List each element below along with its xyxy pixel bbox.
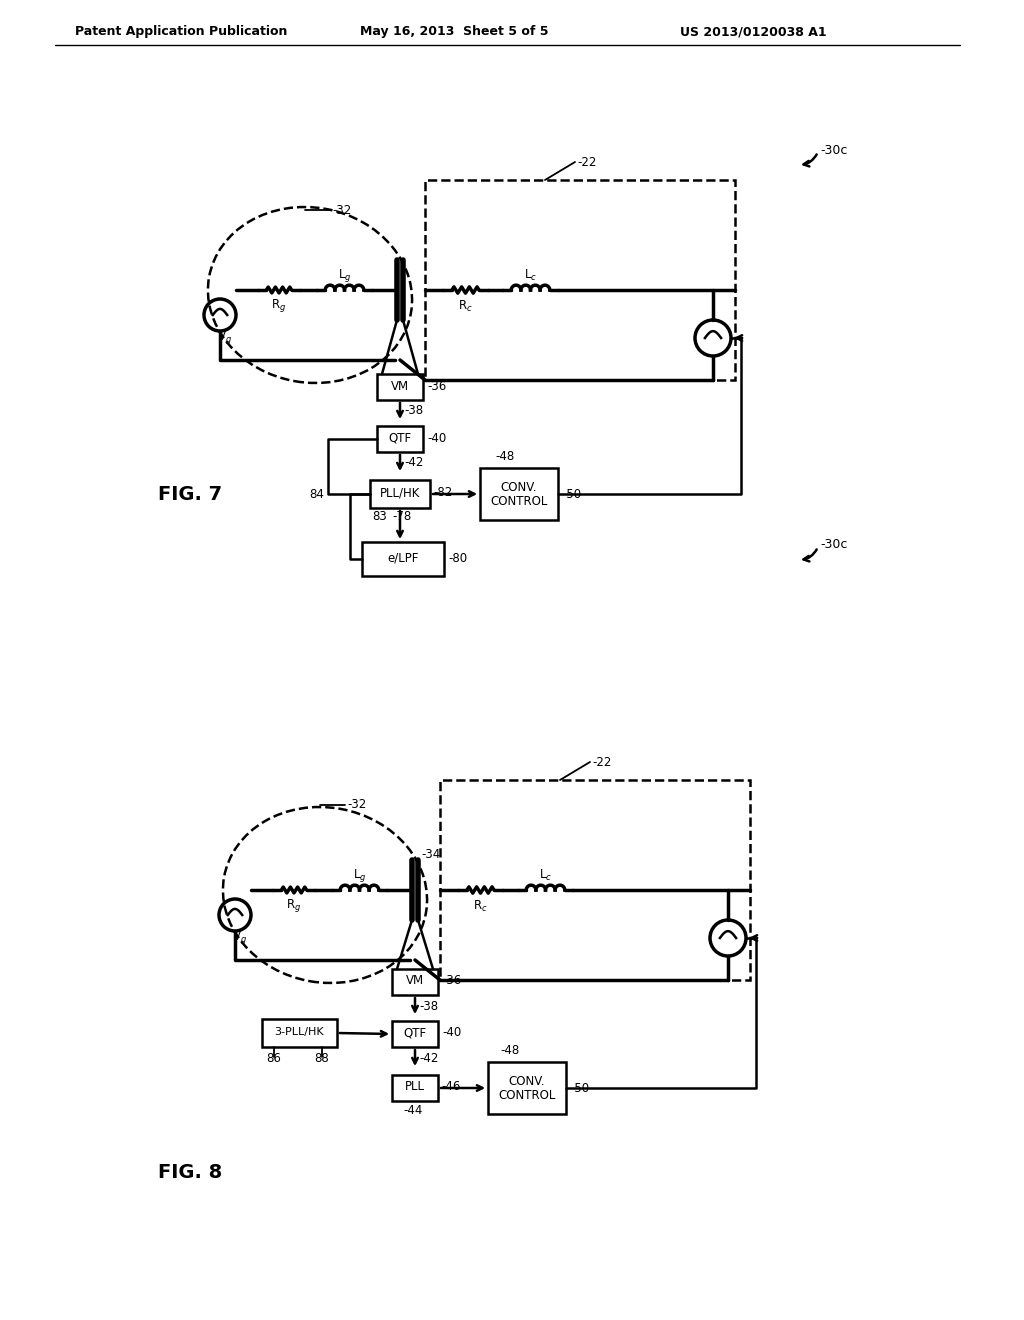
Text: L$_c$: L$_c$ [540, 867, 553, 883]
Text: -34: -34 [421, 847, 440, 861]
Bar [488, 1063, 566, 1114]
Text: -38: -38 [404, 404, 423, 417]
Text: R$_c$: R$_c$ [473, 899, 487, 913]
Bar [370, 480, 430, 508]
Text: CONTROL: CONTROL [490, 495, 548, 508]
Text: FIG. 8: FIG. 8 [158, 1163, 222, 1181]
Text: QTF: QTF [388, 432, 412, 445]
Text: -40: -40 [442, 1027, 461, 1040]
Text: CONV.: CONV. [509, 1076, 545, 1088]
Text: -50: -50 [562, 487, 582, 500]
Text: CONV.: CONV. [501, 482, 538, 494]
Text: -32: -32 [347, 799, 367, 812]
Bar [392, 1020, 438, 1047]
Text: CONTROL: CONTROL [499, 1089, 556, 1102]
Text: May 16, 2013  Sheet 5 of 5: May 16, 2013 Sheet 5 of 5 [360, 25, 549, 38]
Text: -32: -32 [332, 203, 351, 216]
Text: 84: 84 [309, 487, 324, 500]
Text: -48: -48 [495, 450, 514, 462]
Bar [392, 969, 438, 995]
Text: 83: 83 [372, 511, 387, 524]
Bar [262, 1019, 337, 1047]
Text: -80: -80 [449, 553, 467, 565]
Text: V$_g$: V$_g$ [232, 928, 248, 945]
Bar [392, 1074, 438, 1101]
Text: FIG. 7: FIG. 7 [158, 484, 222, 503]
Bar [480, 469, 558, 520]
Text: PLL: PLL [406, 1081, 425, 1093]
Text: -30c: -30c [820, 539, 848, 552]
Text: e/LPF: e/LPF [387, 552, 419, 565]
Text: R$_g$: R$_g$ [287, 898, 302, 915]
Text: PLL/HK: PLL/HK [380, 487, 420, 499]
Bar [377, 426, 423, 451]
Bar [425, 180, 735, 380]
Text: Patent Application Publication: Patent Application Publication [75, 25, 288, 38]
Text: R$_c$: R$_c$ [458, 298, 472, 314]
Text: L$_c$: L$_c$ [524, 268, 538, 282]
Text: -78: -78 [392, 511, 412, 524]
Text: VM: VM [406, 974, 424, 987]
Text: -50: -50 [570, 1081, 589, 1094]
Text: -30c: -30c [820, 144, 848, 157]
Text: -44: -44 [403, 1105, 423, 1118]
Text: 3-PLL/HK: 3-PLL/HK [274, 1027, 324, 1038]
Text: -48: -48 [500, 1044, 519, 1056]
Bar [440, 780, 750, 979]
Bar [362, 543, 444, 576]
Text: R$_g$: R$_g$ [271, 297, 287, 314]
Text: VM: VM [391, 380, 409, 392]
Text: L$_g$: L$_g$ [338, 267, 352, 284]
Text: -40: -40 [427, 432, 446, 445]
Text: US 2013/0120038 A1: US 2013/0120038 A1 [680, 25, 826, 38]
Text: -22: -22 [592, 755, 611, 768]
Text: V$_g$: V$_g$ [217, 329, 232, 346]
Text: L$_g$: L$_g$ [353, 866, 367, 883]
Text: QTF: QTF [403, 1027, 427, 1040]
Text: 88: 88 [314, 1052, 330, 1065]
Text: -22: -22 [577, 156, 596, 169]
Text: -46: -46 [441, 1081, 461, 1093]
Text: -42: -42 [419, 1052, 438, 1064]
Bar [377, 374, 423, 400]
Text: -38: -38 [419, 999, 438, 1012]
Text: -82: -82 [433, 487, 453, 499]
Text: -36: -36 [442, 974, 461, 987]
Text: 86: 86 [266, 1052, 282, 1065]
Text: -36: -36 [427, 380, 446, 392]
Text: -42: -42 [404, 457, 423, 470]
